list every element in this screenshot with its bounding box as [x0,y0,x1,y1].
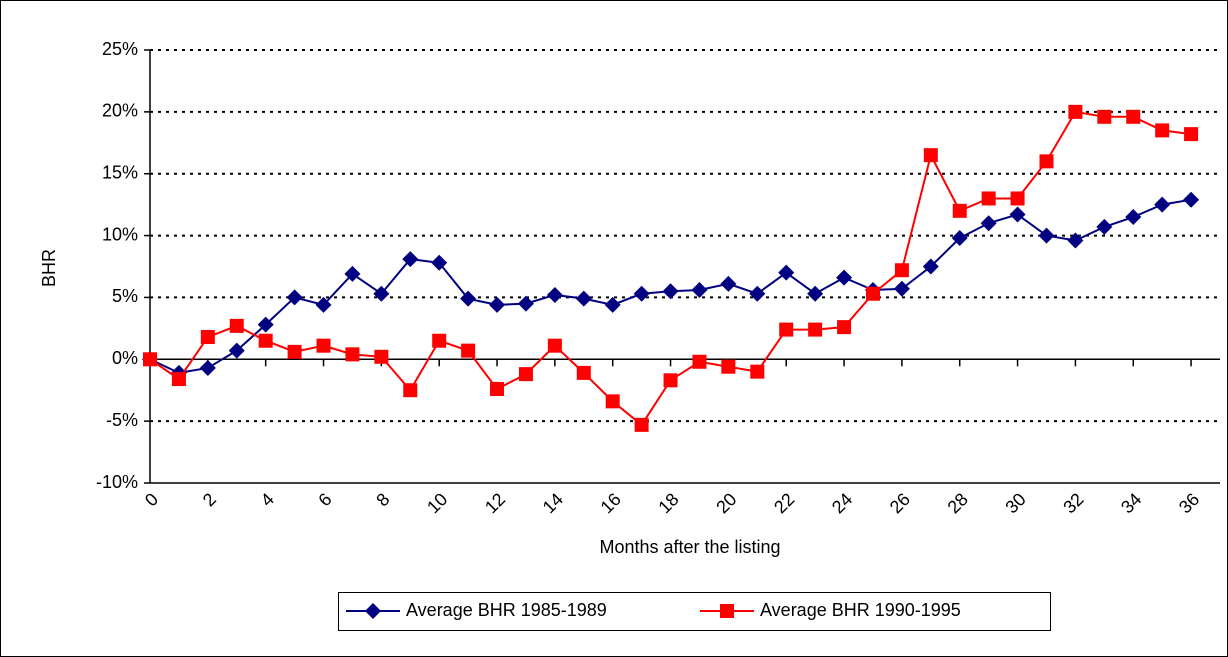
data-point [143,352,157,367]
data-point [922,258,939,275]
data-point [721,359,736,374]
data-point [461,343,476,358]
data-point [894,263,909,278]
data-point [576,365,591,380]
data-point [1097,109,1112,124]
data-point [344,265,361,282]
data-point [518,367,533,382]
data-point [1067,232,1084,249]
y-tick-label: 15% [102,162,138,182]
data-point [287,344,302,359]
data-point [691,282,708,299]
data-point [316,338,331,353]
data-point [634,417,649,432]
data-point [1154,196,1171,213]
data-point [1010,191,1025,206]
data-point [663,373,678,388]
data-point [1125,209,1142,226]
data-point [952,203,967,218]
data-point [490,381,505,396]
data-point [836,269,853,286]
y-tick-label: 25% [102,39,138,59]
data-point [1039,154,1054,169]
data-point [575,290,592,307]
legend-label: Average BHR 1985-1989 [406,600,607,620]
data-point [286,289,303,306]
data-point [981,191,996,206]
data-point [1155,123,1170,138]
y-axis-label: BHR [39,249,59,287]
data-point [865,286,880,301]
y-tick-label: 20% [102,101,138,121]
data-point [837,320,852,335]
data-point [692,354,707,369]
data-point [1068,104,1083,119]
data-point [460,290,477,307]
data-point [980,215,997,232]
data-point [403,383,418,398]
data-point [489,296,506,313]
data-point [750,364,765,379]
data-point [605,394,620,409]
data-point [200,330,215,345]
data-point [779,322,794,337]
data-point [315,296,332,313]
data-point [923,148,938,163]
x-axis-label: Months after the listing [599,537,780,557]
data-point [662,283,679,300]
data-point [1183,191,1200,208]
legend [338,592,1051,631]
data-point [258,333,273,348]
data-point [1184,127,1199,142]
data-point [893,280,910,297]
legend-label: Average BHR 1990-1995 [760,600,961,620]
data-point [547,338,562,353]
y-tick-label: -5% [106,410,138,430]
data-point [171,372,186,387]
data-point [749,285,766,302]
data-point [1096,218,1113,235]
legend-marker [365,603,381,619]
data-point [345,347,360,362]
data-point [808,322,823,337]
data-point [807,285,824,302]
y-tick-label: 10% [102,224,138,244]
data-point [778,264,795,281]
data-point [951,230,968,247]
data-point [1009,206,1026,223]
data-point [517,295,534,312]
data-point [431,254,448,271]
data-point [402,251,419,268]
data-point [374,349,389,364]
data-point [199,359,216,376]
legend-marker [720,604,734,618]
data-point [432,333,447,348]
data-point [1038,227,1055,244]
y-tick-label: 0% [112,348,138,368]
data-point [546,286,563,303]
data-point [373,285,390,302]
data-point [633,285,650,302]
data-point [257,316,274,333]
data-point [229,318,244,333]
data-point [228,342,245,359]
y-tick-label: 5% [112,286,138,306]
data-point [720,275,737,292]
data-point [604,296,621,313]
data-point [1126,109,1141,124]
y-tick-label: -10% [96,472,138,492]
